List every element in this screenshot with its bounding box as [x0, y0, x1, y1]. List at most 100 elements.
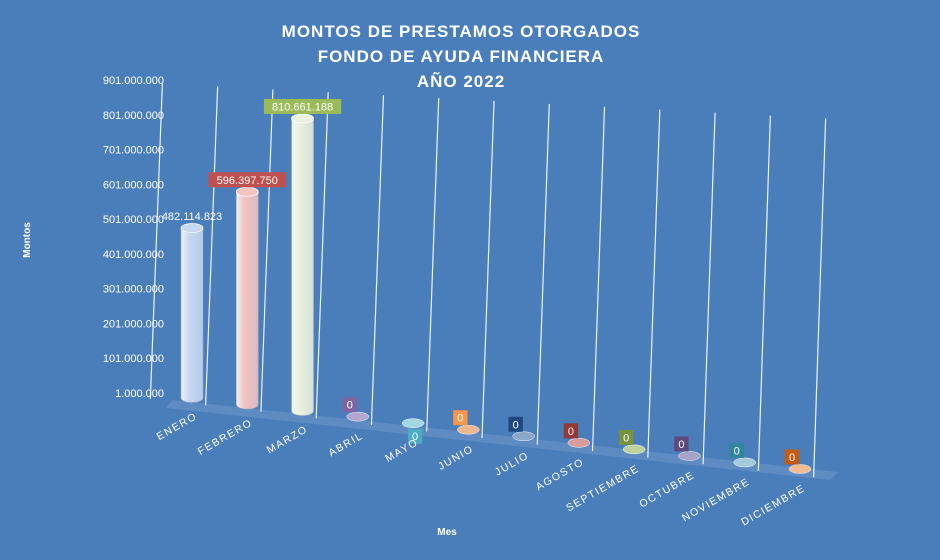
bar-disc: [733, 457, 756, 468]
chart-wall-lines: [149, 83, 827, 478]
wall-line: [536, 103, 550, 445]
bar-abril: [346, 411, 370, 422]
bar-disc: [622, 444, 646, 455]
chart-title-line-1: MONTOS DE PRESTAMOS OTORGADOS: [282, 22, 641, 41]
data-label-box: [342, 397, 357, 413]
y-tick-label: 501.000.000: [103, 214, 164, 226]
y-tick-label: 901.000.000: [103, 75, 164, 87]
bar-agosto: [567, 438, 591, 448]
bar-top: [180, 223, 204, 233]
category-label-julio: JULIO: [493, 449, 531, 478]
category-label-marzo: MARZO: [265, 423, 310, 456]
data-label-box: [784, 449, 800, 465]
data-label-box: [453, 410, 468, 426]
data-label-text: 0: [623, 432, 629, 444]
data-label-box: [263, 98, 342, 114]
bar-top: [291, 113, 314, 124]
data-label-marzo: 810.661.188: [263, 98, 342, 114]
bar-top: [235, 186, 259, 197]
bar-disc: [457, 424, 480, 435]
data-label-box: [619, 429, 634, 445]
data-label-text: 0: [457, 413, 463, 425]
data-label-text: 0: [568, 426, 574, 438]
y-tick-label: 401.000.000: [103, 249, 164, 261]
category-label-enero: ENERO: [155, 410, 200, 443]
wall-line: [481, 100, 495, 439]
chart-title-line-3: AÑO 2022: [417, 71, 505, 91]
data-label-junio: 0: [453, 410, 468, 426]
bar-febrero: [235, 186, 259, 410]
data-label-enero: 482.114.823: [162, 211, 222, 223]
data-label-diciembre: 0: [784, 449, 800, 465]
category-label-febrero: FEBRERO: [196, 417, 255, 458]
bar-enero: [180, 223, 204, 403]
chart-title-line-2: FONDO DE AYUDA FINANCIERA: [318, 47, 605, 66]
bar-disc: [567, 438, 591, 448]
wall-line: [370, 95, 385, 425]
data-label-text: 596.397.750: [217, 175, 278, 187]
bar-body: [180, 227, 204, 403]
data-label-febrero: 596.397.750: [208, 172, 286, 188]
bar-noviembre: [733, 457, 756, 468]
y-tick-label: 201.000.000: [103, 318, 164, 330]
data-label-agosto: 0: [563, 423, 579, 439]
wall-line: [149, 83, 163, 399]
bar-disc: [788, 464, 812, 474]
x-axis-title: Mes: [437, 527, 457, 538]
wall-line: [426, 98, 440, 432]
bar-septiembre: [622, 444, 646, 455]
bar-body: [291, 118, 314, 416]
bar-disc: [346, 411, 370, 422]
data-label-box: [563, 423, 579, 439]
wall-line: [315, 92, 329, 419]
data-label-octubre: 0: [674, 436, 689, 452]
data-label-noviembre: 0: [729, 442, 744, 458]
data-label-text: 482.114.823: [162, 211, 222, 223]
wall-line: [757, 115, 771, 471]
data-label-box: [407, 428, 423, 444]
category-label-abril: ABRIL: [327, 430, 366, 459]
bar-marzo: [291, 113, 314, 416]
wall-line: [702, 112, 716, 465]
y-axis-title: Montos: [22, 222, 33, 258]
data-label-text: 0: [513, 419, 519, 431]
bar-disc: [401, 418, 425, 428]
data-label-text: 0: [678, 439, 684, 451]
data-label-box: [208, 172, 286, 188]
data-label-text: 0: [734, 445, 740, 457]
wall-line: [260, 89, 274, 412]
wall-line: [647, 109, 661, 458]
chart-title: MONTOS DE PRESTAMOS OTORGADOS FONDO DE A…: [282, 22, 641, 91]
y-tick-label: 701.000.000: [103, 145, 164, 157]
bar-body: [235, 191, 259, 410]
data-label-mayo: 0: [407, 428, 423, 444]
y-axis-tick-labels: 1.000.000 101.000.000 201.000.000 301.000.0…: [103, 75, 164, 400]
bar-julio: [512, 431, 535, 442]
data-label-box: [508, 416, 523, 432]
category-label-mayo: MAYO: [383, 436, 420, 464]
floor-strip: [166, 400, 838, 480]
category-label-octubre: OCTUBRE: [637, 469, 697, 510]
bar-mayo: [401, 418, 425, 428]
data-label-septiembre: 0: [619, 429, 634, 445]
bar-disc: [512, 431, 535, 442]
bar-diciembre: [788, 464, 812, 474]
chart-bars: [180, 113, 812, 474]
y-tick-label: 801.000.000: [103, 110, 164, 122]
data-label-box: [674, 436, 689, 452]
data-label-text: 810.661.188: [272, 101, 333, 113]
data-label-text: 0: [412, 431, 418, 443]
wall-line: [205, 86, 219, 406]
data-label-abril: 0: [342, 397, 357, 413]
y-tick-label: 301.000.000: [103, 284, 164, 296]
data-label-box: [729, 442, 744, 458]
wall-line: [813, 118, 827, 478]
bar-octubre: [678, 451, 701, 461]
category-label-agosto: AGOSTO: [534, 456, 587, 493]
category-label-junio: JUNIO: [436, 443, 476, 473]
data-label-julio: 0: [508, 416, 523, 432]
data-label-text: 0: [789, 452, 795, 464]
